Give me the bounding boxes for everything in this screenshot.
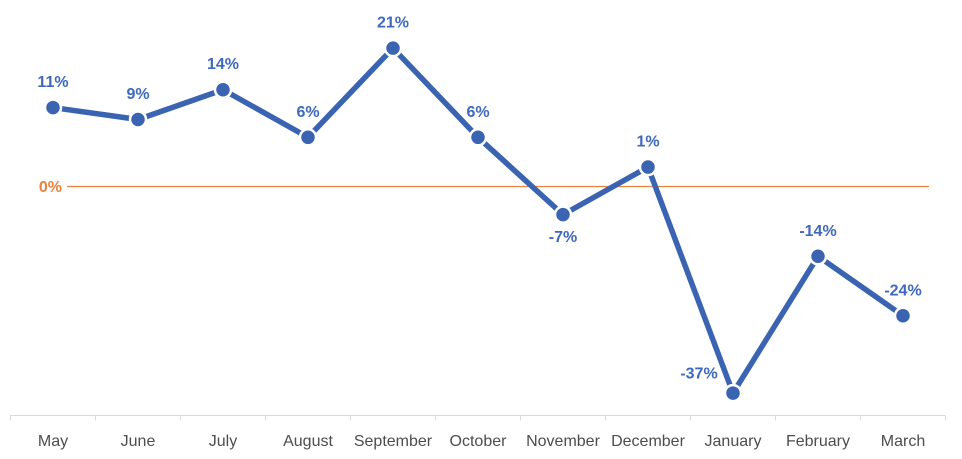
x-axis-label-december: December bbox=[611, 433, 685, 450]
data-label-september: 21% bbox=[377, 15, 409, 32]
zero-line-label: 0% bbox=[39, 179, 62, 196]
data-label-august: 6% bbox=[296, 104, 319, 121]
data-point-july bbox=[213, 80, 233, 99]
x-axis-label-october: October bbox=[450, 433, 508, 450]
x-axis-label-june: June bbox=[121, 433, 156, 450]
data-point-may bbox=[43, 98, 63, 117]
x-axis-label-july: July bbox=[209, 433, 237, 450]
data-series-line bbox=[50, 45, 906, 396]
data-label-february: -14% bbox=[799, 223, 836, 240]
data-label-may: 11% bbox=[37, 74, 68, 91]
x-axis-label-september: September bbox=[354, 433, 433, 450]
data-point-january bbox=[723, 383, 743, 403]
data-point-february bbox=[808, 247, 828, 266]
data-point-october bbox=[468, 128, 488, 147]
data-label-march: -24% bbox=[884, 282, 921, 299]
data-label-june: 9% bbox=[126, 86, 149, 103]
x-axis-label-january: January bbox=[705, 433, 762, 450]
data-point-november bbox=[553, 205, 573, 224]
data-point-march bbox=[893, 306, 913, 326]
data-point-june bbox=[128, 110, 148, 129]
data-point-september bbox=[383, 38, 403, 58]
data-point-december bbox=[638, 157, 658, 177]
x-axis-label-november: November bbox=[526, 433, 600, 450]
data-label-october: 6% bbox=[466, 104, 489, 121]
data-label-november: -7% bbox=[549, 229, 577, 246]
x-axis-label-may: May bbox=[38, 433, 68, 450]
x-axis-label-march: March bbox=[881, 433, 925, 450]
data-label-december: 1% bbox=[636, 134, 659, 151]
x-axis-label-february: February bbox=[786, 433, 850, 450]
data-label-january: -37% bbox=[680, 366, 717, 383]
x-axis-label-august: August bbox=[283, 433, 333, 450]
data-point-august bbox=[298, 128, 318, 147]
data-label-july: 14% bbox=[207, 56, 239, 73]
